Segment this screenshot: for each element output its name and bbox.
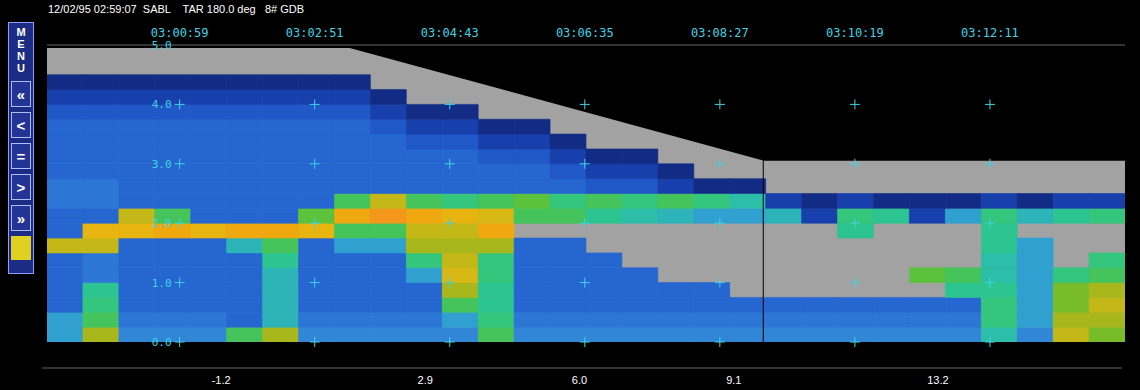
svg-text:2.0: 2.0 xyxy=(152,217,172,230)
svg-text:2.9: 2.9 xyxy=(418,374,433,386)
html-text:N: N xyxy=(17,50,25,62)
svg-text:03:06:35: 03:06:35 xyxy=(556,26,614,40)
svg-text:5.0: 5.0 xyxy=(152,39,172,52)
svg-text:03:10:19: 03:10:19 xyxy=(826,26,884,40)
svg-text:03:00:59: 03:00:59 xyxy=(151,26,209,40)
svg-text:1.0: 1.0 xyxy=(152,277,172,290)
svg-text:03:02:51: 03:02:51 xyxy=(286,26,344,40)
html-text:U: U xyxy=(17,62,25,74)
svg-text:6.0: 6.0 xyxy=(572,374,587,386)
html-text:E: E xyxy=(17,38,25,50)
svg-text:03:04:43: 03:04:43 xyxy=(421,26,479,40)
svg-text:3.0: 3.0 xyxy=(152,158,172,171)
html-text:M: M xyxy=(16,26,26,38)
svg-text:03:08:27: 03:08:27 xyxy=(691,26,749,40)
svg-text:-1.2: -1.2 xyxy=(212,374,231,386)
svg-text:13.2: 13.2 xyxy=(927,374,948,386)
svg-text:4.0: 4.0 xyxy=(152,98,172,111)
svg-text:9.1: 9.1 xyxy=(726,374,741,386)
svg-text:03:12:11: 03:12:11 xyxy=(961,26,1019,40)
html-text:12/02/95 02:59:07 SABL TAR 180: 12/02/95 02:59:07 SABL TAR 180.0 deg 8# … xyxy=(48,3,304,15)
svg-text:0.0: 0.0 xyxy=(152,336,172,349)
